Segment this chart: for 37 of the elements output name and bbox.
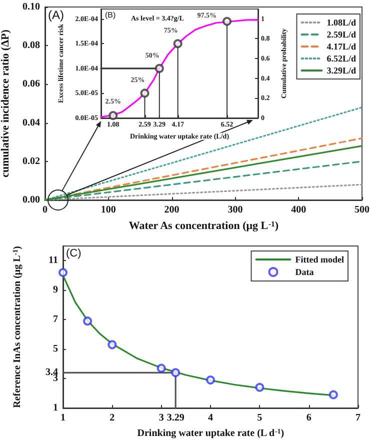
x-tick-label: 0 (42, 204, 48, 216)
chart-title: (A) (48, 8, 64, 22)
y-tick-label: 1 (53, 402, 58, 414)
x-tick-label: 7 (356, 412, 360, 424)
y-tick-label: 0.02 (22, 156, 40, 167)
y-tick-label: 0.10 (22, 2, 40, 12)
x-tick-label: 2 (110, 412, 115, 424)
legend-label: Data (295, 267, 314, 277)
chart-title: (B) (105, 10, 116, 20)
x-tick-label: 500 (354, 204, 370, 216)
legend-label: 1.08L/d (326, 18, 356, 28)
legend-label: Fitted model (295, 254, 344, 264)
y-tick-label: 0.06 (22, 78, 40, 90)
x-tick-label: 400 (291, 204, 306, 216)
x-tick-label: 4 (208, 412, 213, 424)
x-tick-label: 3 (158, 412, 164, 424)
y-tick-label: 3 (53, 373, 58, 384)
x-tick-label: 5 (257, 412, 262, 424)
legend-label: 2.59L/d (326, 30, 356, 40)
x-tick-label: 6 (306, 412, 312, 424)
y-tick-label: 7 (53, 314, 58, 326)
y-tick-label: 0.00 (22, 194, 40, 206)
y-tick-label: 0.08 (22, 40, 40, 52)
x-tick-label: 1 (60, 412, 66, 424)
y-tick-label: 11 (48, 255, 58, 266)
legend-label: 3.29L/d (326, 66, 356, 76)
y-axis-title: cumulative incidence ratio (ΔP) (0, 29, 12, 178)
y-tick-label: 0.04 (22, 117, 40, 128)
y-tick-label: 9 (53, 284, 58, 296)
x-tick-label: 100 (100, 204, 116, 216)
legend-label: 4.17L/d (326, 42, 356, 52)
x-tick-label: 3.29 (166, 412, 184, 424)
legend-label: 6.52L/d (326, 54, 356, 64)
x-tick-label: 300 (228, 204, 243, 216)
y-tick-label: 5 (53, 344, 58, 355)
x-tick-label: 200 (164, 204, 180, 216)
chart-title: (C) (66, 248, 82, 260)
